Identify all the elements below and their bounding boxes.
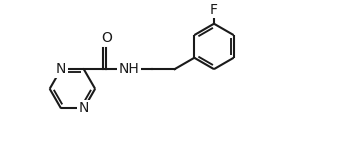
Text: N: N (78, 101, 89, 115)
Text: O: O (101, 31, 112, 45)
Text: F: F (210, 3, 218, 17)
Text: N: N (56, 62, 66, 76)
Text: NH: NH (119, 62, 140, 76)
